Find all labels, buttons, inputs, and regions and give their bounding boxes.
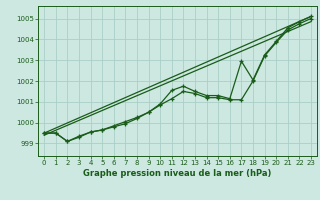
X-axis label: Graphe pression niveau de la mer (hPa): Graphe pression niveau de la mer (hPa) [84, 169, 272, 178]
